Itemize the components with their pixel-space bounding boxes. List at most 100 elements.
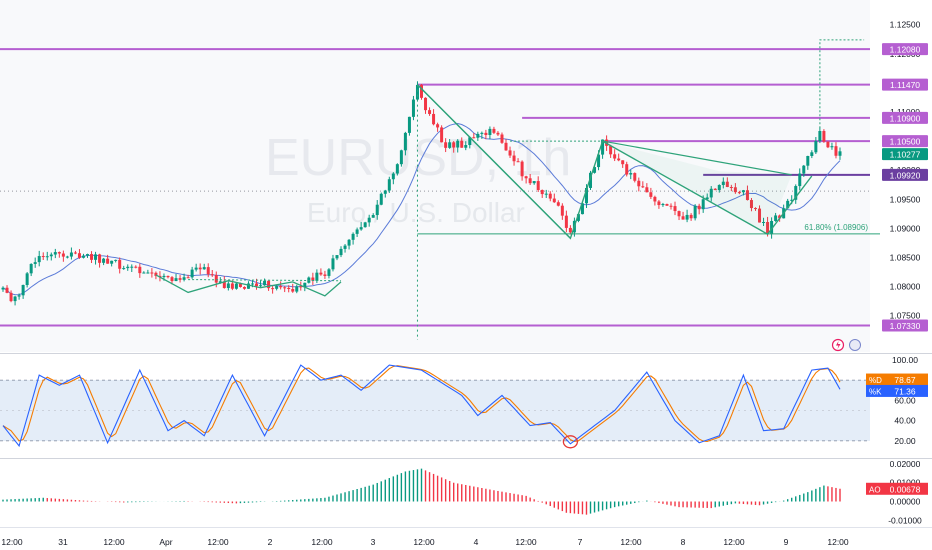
candle-body [194, 267, 198, 270]
candle-body [138, 266, 142, 274]
candle-body [584, 187, 588, 204]
candle-body [685, 214, 689, 220]
candle-body [536, 181, 540, 190]
candle-body [21, 285, 25, 296]
candle-body [737, 192, 741, 194]
candle-body [484, 132, 488, 136]
candle-body [745, 190, 749, 201]
candle-body [500, 134, 504, 143]
candle-body [613, 154, 617, 159]
candle-body [190, 269, 194, 278]
level-badge [882, 135, 928, 148]
candle-body [826, 141, 830, 148]
candle-body [391, 173, 395, 180]
candle-body [516, 161, 520, 163]
candle-body [134, 266, 138, 268]
candle-body [355, 229, 359, 234]
price-tick-label: 1.07500 [890, 311, 921, 321]
candle-body [452, 142, 456, 148]
candle-body [552, 198, 556, 203]
candle-body [343, 245, 347, 249]
candle-body [206, 267, 210, 275]
candle-body [335, 255, 339, 259]
time-tick-label: 7 [578, 537, 583, 547]
candle-body [806, 156, 810, 166]
candle-body [57, 252, 61, 254]
candle-body [576, 214, 580, 221]
candle-body [118, 259, 122, 269]
candle-body [415, 84, 419, 100]
candle-body [645, 187, 649, 193]
candle-body [770, 220, 774, 235]
level-badge-label: 1.10500 [890, 137, 921, 147]
triangle-fill [602, 141, 792, 235]
candle-body [327, 269, 331, 276]
candle-body [512, 155, 516, 162]
candle-body [73, 252, 77, 254]
level-badge [882, 43, 928, 56]
candle-body [399, 150, 403, 165]
stoch-tick-label: 40.00 [894, 416, 916, 426]
oversold-marker [562, 435, 579, 449]
candle-body [786, 200, 790, 209]
level-badge [882, 319, 928, 332]
candle-body [122, 268, 126, 270]
candle-body [230, 283, 234, 289]
candle-body [98, 254, 102, 263]
candle-body [238, 283, 242, 288]
candle-body [166, 275, 170, 278]
candle-body [17, 295, 21, 297]
candle-body [713, 188, 717, 191]
candle-body [657, 201, 661, 206]
level-badge-label: 1.10900 [890, 113, 921, 123]
flag-icon[interactable] [849, 339, 861, 351]
ao-tick-label: 0.01000 [890, 478, 921, 488]
candle-body [259, 285, 263, 287]
candle-body [13, 296, 17, 302]
candle-body [496, 132, 500, 135]
candle-body [524, 176, 528, 179]
time-tick-label: 31 [58, 537, 68, 547]
candle-body [367, 217, 371, 223]
stoch-k-name: %K [869, 387, 882, 396]
candle-body [234, 283, 238, 289]
level-badge-label: 1.11470 [890, 80, 920, 90]
candle-body [460, 140, 464, 148]
candle-body [170, 277, 174, 282]
stoch-k-line [2, 364, 841, 448]
ao-tick-label: 0.00000 [890, 497, 921, 507]
candle-body [448, 142, 452, 148]
candle-body [41, 256, 45, 258]
candle-body [114, 259, 118, 261]
candle-body [311, 277, 315, 281]
candle-body [395, 164, 399, 174]
candle-body [424, 97, 428, 111]
candle-body [794, 186, 798, 200]
time-tick-label: 12:00 [723, 537, 745, 547]
candle-body [802, 165, 806, 174]
candle-body [90, 254, 94, 260]
candle-body [347, 239, 351, 246]
candle-body [1, 287, 5, 290]
stoch-d-name: %D [869, 376, 882, 385]
candle-body [110, 260, 114, 264]
candle-body [210, 274, 214, 276]
candle-body [790, 199, 794, 201]
candle-body [532, 181, 536, 184]
candle-body [701, 199, 705, 210]
candle-body [242, 287, 246, 289]
candle-body [492, 128, 496, 133]
candle-body [814, 141, 818, 153]
candle-body [267, 280, 271, 289]
candle-body [641, 186, 645, 188]
candle-body [629, 173, 633, 175]
candle-body [733, 187, 737, 193]
candle-body [637, 180, 641, 187]
candle-body [677, 211, 681, 217]
ao-badge [866, 482, 928, 495]
candle-body [186, 277, 190, 279]
candle-body [142, 272, 146, 274]
time-tick-label: 2 [268, 537, 273, 547]
candle-body [226, 283, 230, 289]
candle-body [436, 124, 440, 128]
